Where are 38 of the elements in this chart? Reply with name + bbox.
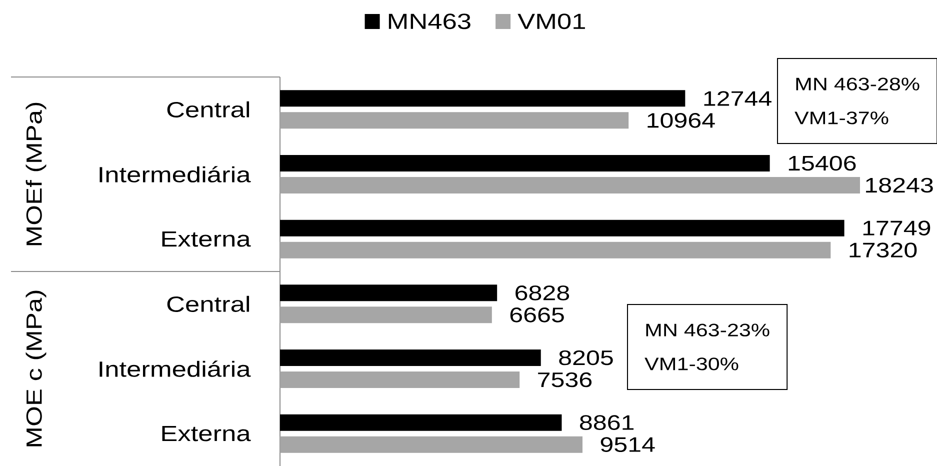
text: VM1-30% xyxy=(644,358,738,370)
bar xyxy=(280,155,770,172)
bar xyxy=(280,112,629,129)
bar xyxy=(280,220,844,236)
data-label: 17749 xyxy=(863,220,930,236)
data-label: 10964 xyxy=(648,113,715,128)
data-label: 8205 xyxy=(559,350,613,366)
y-tick-label: Intermediária xyxy=(100,360,251,377)
y-tick-label: Central xyxy=(167,101,250,118)
bar xyxy=(280,436,582,453)
bar xyxy=(280,177,860,194)
bar xyxy=(280,90,686,107)
data-label: 9514 xyxy=(600,437,655,452)
bar xyxy=(280,284,498,302)
data-label: 8861 xyxy=(580,415,634,430)
data-label: 15406 xyxy=(788,156,856,171)
data-label: 17320 xyxy=(850,242,917,258)
bar xyxy=(280,306,492,324)
bar xyxy=(280,414,562,431)
data-label: 12744 xyxy=(704,91,772,106)
bar xyxy=(280,372,520,388)
annotation: MN 463-28% xyxy=(796,78,920,90)
legend-label: VM01 xyxy=(518,14,585,30)
bar xyxy=(280,242,831,258)
data-label: 6828 xyxy=(516,286,570,300)
y-tick-label: Externa xyxy=(162,231,251,247)
y-axis-title: MOE c (MPa) xyxy=(26,290,46,446)
y-axis-title: MOEf (MPa) xyxy=(26,102,46,246)
legend-label: MN463 xyxy=(388,14,470,30)
annotation: VM1-37% xyxy=(794,112,888,124)
data-label: 7536 xyxy=(538,372,592,388)
y-tick-label: Externa xyxy=(162,426,251,442)
bar xyxy=(280,350,541,366)
y-tick-label: Intermediária xyxy=(100,166,251,182)
data-label: 6665 xyxy=(510,308,564,322)
data-label: 18243 xyxy=(866,178,933,193)
text: MN 463-23% xyxy=(646,324,770,336)
y-tick-label: Central xyxy=(167,296,250,312)
